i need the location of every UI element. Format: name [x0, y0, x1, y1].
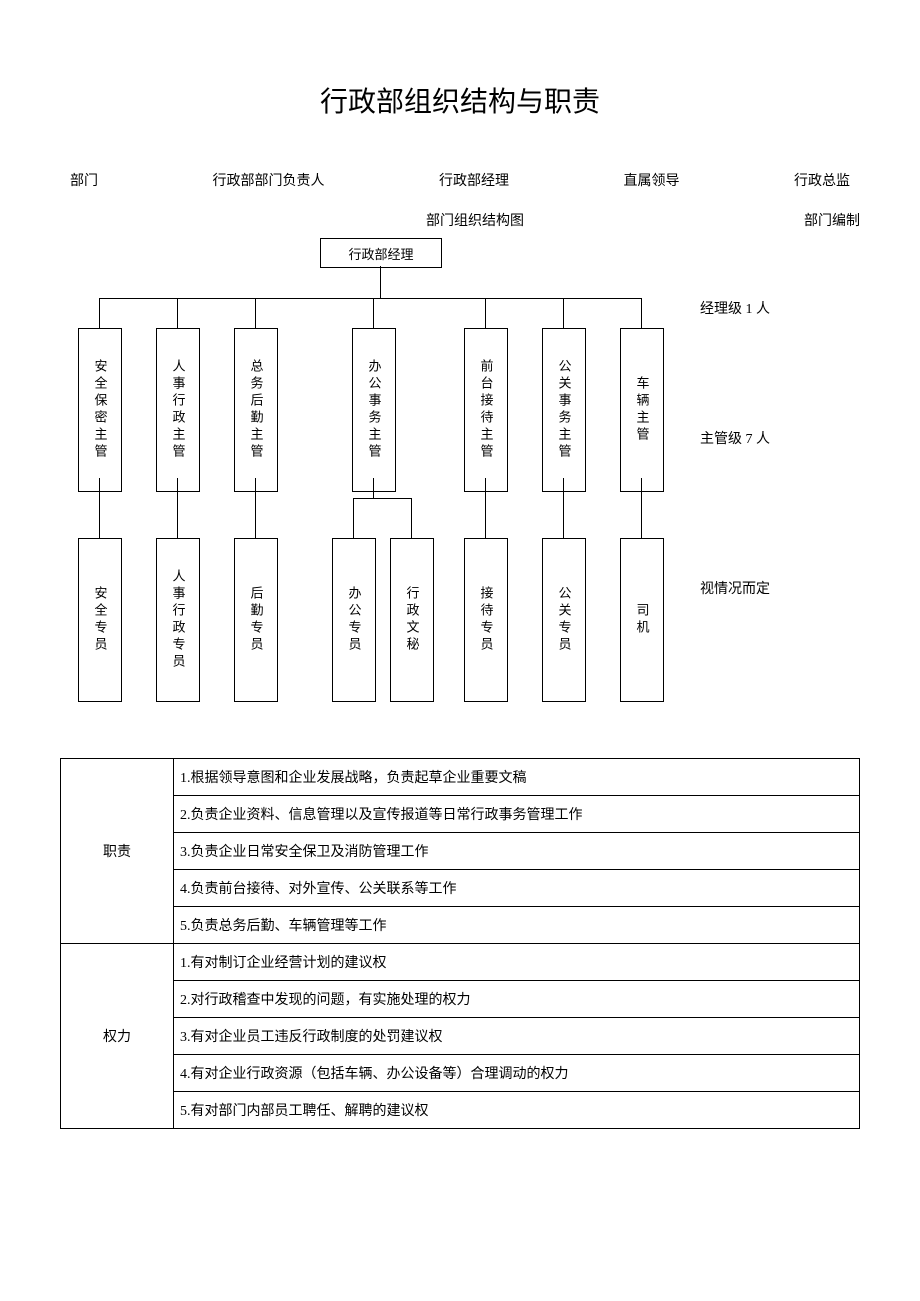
- org-staff: 后勤专员: [234, 538, 278, 702]
- connector-line: [255, 298, 256, 328]
- duty-item: 1.根据领导意图和企业发展战略，负责起草企业重要文稿: [174, 759, 860, 796]
- connector-line: [373, 478, 374, 498]
- org-staff: 人事行政专员: [156, 538, 200, 702]
- org-supervisor: 人事行政主管: [156, 328, 200, 492]
- connector-line: [563, 478, 564, 498]
- power-item: 4.有对企业行政资源（包括车辆、办公设备等）合理调动的权力: [174, 1055, 860, 1092]
- org-staff: 公关专员: [542, 538, 586, 702]
- staffing-title: 部门编制: [770, 210, 860, 230]
- connector-line: [99, 298, 641, 299]
- org-supervisor: 安全保密主管: [78, 328, 122, 492]
- org-staff: 司机: [620, 538, 664, 702]
- connector-line: [373, 298, 374, 328]
- page-title: 行政部组织结构与职责: [60, 80, 860, 120]
- org-staff: 办公专员: [332, 538, 376, 702]
- connector-line: [353, 498, 411, 499]
- connector-line: [641, 478, 642, 498]
- subheader-row: 部门组织结构图 部门编制: [60, 210, 860, 230]
- org-manager: 行政部经理: [320, 238, 442, 268]
- org-chart: 行政部经理安全保密主管人事行政主管总务后勤主管 办公事务主管 前台接待主管公关事务主…: [60, 238, 860, 758]
- header-col-3: 行政部经理: [439, 170, 509, 190]
- org-supervisor: 公关事务主管: [542, 328, 586, 492]
- header-col-1: 部门: [70, 170, 98, 190]
- power-item: 3.有对企业员工违反行政制度的处罚建议权: [174, 1018, 860, 1055]
- org-staff: 安全专员: [78, 538, 122, 702]
- header-row: 部门 行政部部门负责人 行政部经理 直属领导 行政总监: [60, 170, 860, 190]
- org-staff: 接待专员: [464, 538, 508, 702]
- connector-line: [255, 498, 256, 538]
- connector-line: [563, 298, 564, 328]
- duty-item: 5.负责总务后勤、车辆管理等工作: [174, 907, 860, 944]
- header-col-4: 直属领导: [624, 170, 680, 190]
- duty-item: 4.负责前台接待、对外宣传、公关联系等工作: [174, 870, 860, 907]
- connector-line: [99, 478, 100, 498]
- power-item: 5.有对部门内部员工聘任、解聘的建议权: [174, 1092, 860, 1129]
- connector-line: [99, 498, 100, 538]
- connector-line: [177, 498, 178, 538]
- org-supervisor: 办公事务主管: [352, 328, 396, 492]
- org-chart-title: 部门组织结构图: [60, 210, 770, 230]
- connector-line: [177, 478, 178, 498]
- connector-line: [255, 478, 256, 498]
- powers-label: 权力: [61, 944, 174, 1129]
- org-supervisor: 总务后勤主管: [234, 328, 278, 492]
- org-supervisor: 车辆主管: [620, 328, 664, 492]
- org-supervisor: 前台接待主管: [464, 328, 508, 492]
- duty-item: 2.负责企业资料、信息管理以及宣传报道等日常行政事务管理工作: [174, 796, 860, 833]
- connector-line: [485, 478, 486, 498]
- connector-line: [411, 498, 412, 538]
- connector-line: [563, 498, 564, 538]
- header-col-2: 行政部部门负责人: [213, 170, 325, 190]
- connector-line: [485, 498, 486, 538]
- connector-line: [485, 298, 486, 328]
- header-col-5: 行政总监: [794, 170, 850, 190]
- org-staff: 行政文秘: [390, 538, 434, 702]
- staffing-level-supervisor: 主管级 7 人: [700, 428, 770, 448]
- connector-line: [99, 298, 100, 328]
- staffing-level-staff: 视情况而定: [700, 578, 770, 598]
- connector-line: [380, 266, 381, 298]
- connector-line: [353, 498, 354, 538]
- staffing-level-manager: 经理级 1 人: [700, 298, 770, 318]
- duty-item: 3.负责企业日常安全保卫及消防管理工作: [174, 833, 860, 870]
- connector-line: [641, 298, 642, 328]
- power-item: 1.有对制订企业经营计划的建议权: [174, 944, 860, 981]
- duties-label: 职责: [61, 759, 174, 944]
- connector-line: [177, 298, 178, 328]
- power-item: 2.对行政稽查中发现的问题，有实施处理的权力: [174, 981, 860, 1018]
- duties-table: 职责 1.根据领导意图和企业发展战略，负责起草企业重要文稿 2.负责企业资料、信…: [60, 758, 860, 1129]
- connector-line: [641, 498, 642, 538]
